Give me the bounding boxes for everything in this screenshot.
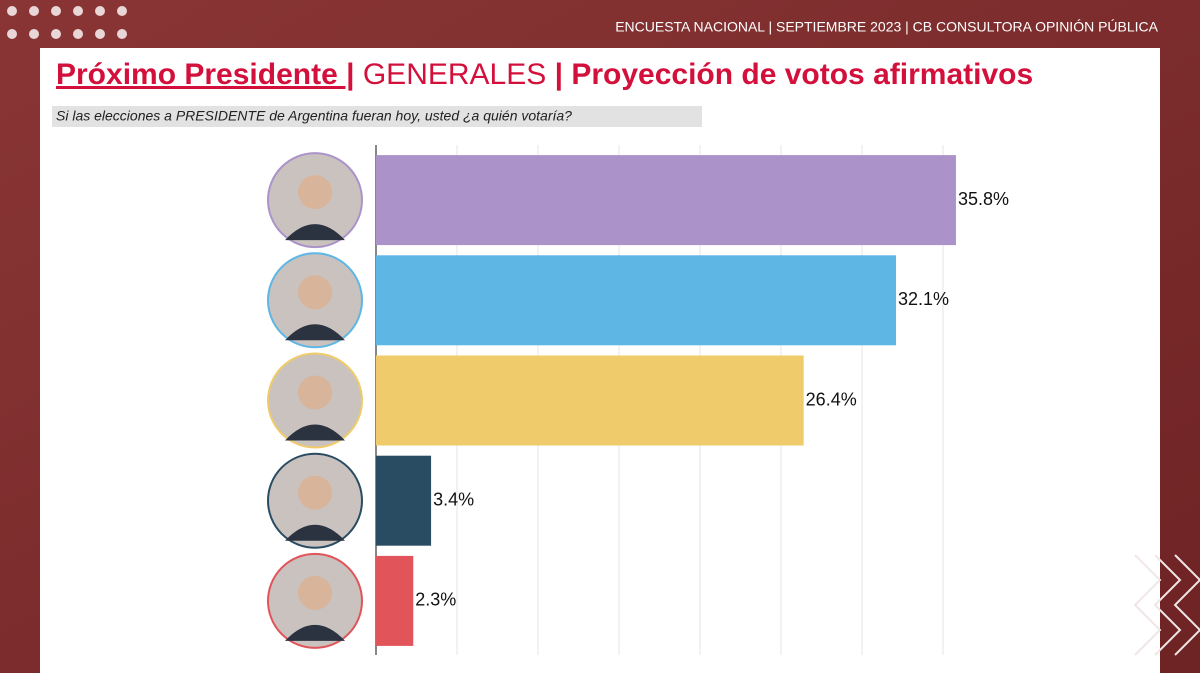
subtitle: Si las elecciones a PRESIDENTE de Argent… (56, 108, 572, 124)
value-label: 3.4% (433, 489, 474, 509)
bar (376, 455, 432, 546)
dots-decoration (7, 6, 127, 39)
title-part: | Proyección de votos afirmativos (555, 58, 1034, 91)
chart-title: Próximo Presidente | GENERALES | Proyecc… (56, 58, 1033, 91)
value-label: 2.3% (415, 590, 456, 610)
subtitle-background (52, 106, 702, 127)
photo-head (298, 175, 332, 210)
candidate-photo (267, 252, 363, 349)
title-part: GENERALES (363, 58, 546, 91)
bar (376, 255, 897, 346)
value-label: 35.8% (958, 189, 1009, 209)
photo-head (298, 575, 332, 610)
photo-body (285, 524, 345, 541)
chevrons-decoration (1133, 554, 1200, 656)
title-part: Próximo Presidente | (56, 58, 355, 91)
photo-body (285, 424, 345, 441)
candidate-photo (267, 152, 363, 249)
bar (376, 355, 804, 446)
photo-head (298, 375, 332, 410)
bar (376, 155, 956, 246)
candidate-photo (267, 452, 363, 549)
bar (376, 555, 414, 646)
candidate-photo (267, 552, 363, 649)
header: ENCUESTA NACIONAL | SEPTIEMBRE 2023 | CB… (615, 19, 1158, 35)
value-label: 26.4% (806, 389, 857, 409)
value-label: 32.1% (898, 289, 949, 309)
photo-body (285, 324, 345, 341)
candidate-photo (267, 352, 363, 449)
photo-head (298, 475, 332, 510)
photo-head (298, 275, 332, 310)
photo-body (285, 224, 345, 241)
photo-body (285, 624, 345, 641)
